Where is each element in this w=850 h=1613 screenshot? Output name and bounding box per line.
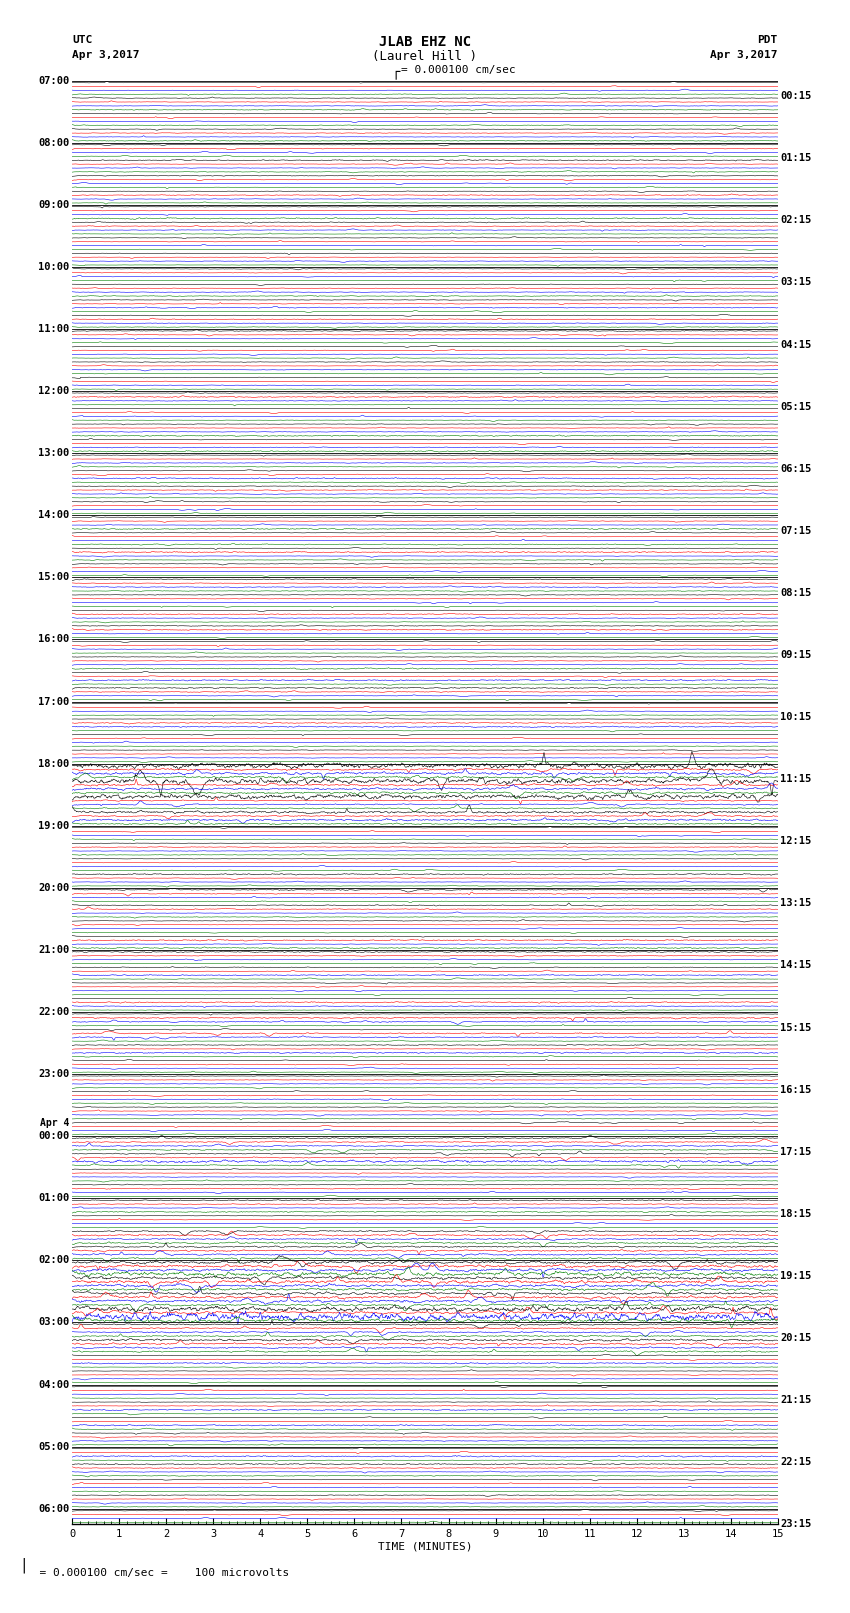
Text: 08:15: 08:15 <box>780 587 812 598</box>
Text: 23:00: 23:00 <box>38 1069 70 1079</box>
Text: 21:15: 21:15 <box>780 1395 812 1405</box>
Text: 20:00: 20:00 <box>38 882 70 894</box>
Text: = 0.000100 cm/sec: = 0.000100 cm/sec <box>401 65 516 74</box>
Text: JLAB EHZ NC: JLAB EHZ NC <box>379 35 471 50</box>
Text: 07:15: 07:15 <box>780 526 812 536</box>
Text: 01:00: 01:00 <box>38 1194 70 1203</box>
Text: 05:00: 05:00 <box>38 1442 70 1452</box>
Text: 22:15: 22:15 <box>780 1457 812 1468</box>
Text: 12:00: 12:00 <box>38 386 70 397</box>
Text: 07:00: 07:00 <box>38 76 70 85</box>
Text: 06:00: 06:00 <box>38 1503 70 1513</box>
Text: 21:00: 21:00 <box>38 945 70 955</box>
Text: 13:00: 13:00 <box>38 448 70 458</box>
Text: 15:00: 15:00 <box>38 573 70 582</box>
Text: 09:00: 09:00 <box>38 200 70 210</box>
Text: 19:00: 19:00 <box>38 821 70 831</box>
Text: 22:00: 22:00 <box>38 1007 70 1018</box>
Text: 08:00: 08:00 <box>38 137 70 148</box>
Text: 06:15: 06:15 <box>780 463 812 474</box>
Text: 04:00: 04:00 <box>38 1379 70 1389</box>
Text: 15:15: 15:15 <box>780 1023 812 1032</box>
Text: 00:15: 00:15 <box>780 92 812 102</box>
Text: Apr 4: Apr 4 <box>40 1118 70 1129</box>
Text: 11:00: 11:00 <box>38 324 70 334</box>
Text: 01:15: 01:15 <box>780 153 812 163</box>
Text: (Laurel Hill ): (Laurel Hill ) <box>372 50 478 63</box>
Text: 14:00: 14:00 <box>38 510 70 521</box>
Text: 16:00: 16:00 <box>38 634 70 645</box>
Text: 23:15: 23:15 <box>780 1519 812 1529</box>
Text: 17:15: 17:15 <box>780 1147 812 1157</box>
Text: 20:15: 20:15 <box>780 1332 812 1344</box>
Text: 02:00: 02:00 <box>38 1255 70 1265</box>
Text: = 0.000100 cm/sec =    100 microvolts: = 0.000100 cm/sec = 100 microvolts <box>26 1568 289 1578</box>
Text: 05:15: 05:15 <box>780 402 812 411</box>
Text: 18:15: 18:15 <box>780 1208 812 1219</box>
Text: UTC: UTC <box>72 35 93 45</box>
Text: 11:15: 11:15 <box>780 774 812 784</box>
Text: 14:15: 14:15 <box>780 960 812 971</box>
Text: 02:15: 02:15 <box>780 216 812 226</box>
Text: 00:00: 00:00 <box>38 1131 70 1142</box>
Text: 18:00: 18:00 <box>38 758 70 769</box>
X-axis label: TIME (MINUTES): TIME (MINUTES) <box>377 1542 473 1552</box>
Text: 09:15: 09:15 <box>780 650 812 660</box>
Text: 19:15: 19:15 <box>780 1271 812 1281</box>
Text: 03:00: 03:00 <box>38 1318 70 1327</box>
Text: 04:15: 04:15 <box>780 340 812 350</box>
Text: 16:15: 16:15 <box>780 1084 812 1095</box>
Text: 17:00: 17:00 <box>38 697 70 706</box>
Text: 12:15: 12:15 <box>780 836 812 847</box>
Text: Apr 3,2017: Apr 3,2017 <box>711 50 778 60</box>
Text: PDT: PDT <box>757 35 778 45</box>
Text: Apr 3,2017: Apr 3,2017 <box>72 50 139 60</box>
Text: ⎜: ⎜ <box>21 1557 29 1573</box>
Text: 03:15: 03:15 <box>780 277 812 287</box>
Text: 10:00: 10:00 <box>38 261 70 273</box>
Text: 10:15: 10:15 <box>780 711 812 723</box>
Text: ┌: ┌ <box>391 65 399 79</box>
Text: 13:15: 13:15 <box>780 898 812 908</box>
